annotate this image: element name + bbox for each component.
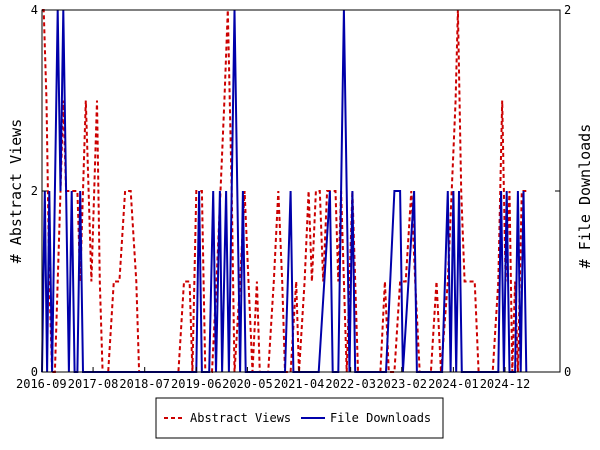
x-tick-label: 2019-06: [171, 377, 222, 391]
y-axis-title-left: # Abstract Views: [7, 119, 25, 264]
x-tick-label: 2024-12: [480, 377, 531, 391]
legend-label-abstract-views: Abstract Views: [190, 411, 291, 425]
x-tick-label: 2017-08: [68, 377, 119, 391]
x-tick-label: 2022-03: [325, 377, 376, 391]
x-tick-label: 2018-07: [119, 377, 170, 391]
plot-frame: [41, 9, 561, 373]
legend-box: [155, 397, 444, 439]
x-tick-label: 2023-02: [376, 377, 427, 391]
x-tick-label: 2020-05: [222, 377, 273, 391]
y-left-tick-label: 4: [31, 3, 38, 17]
y-axis-title-right: # File Downloads: [576, 124, 594, 269]
legend: Abstract Views File Downloads: [155, 397, 444, 439]
y-left-tick-label: 0: [31, 365, 38, 379]
x-tick-label: 2016-09: [16, 377, 67, 391]
x-tick-label: 2021-04: [274, 377, 325, 391]
y-left-tick-label: 2: [31, 184, 38, 198]
ticks: 2016-09 2017-08 2018-07 2019-06 2020-05 2021-…: [16, 3, 571, 391]
plot-lines: [41, 9, 528, 373]
legend-label-file-downloads: File Downloads: [330, 411, 431, 425]
series-line-file-downloads: [41, 9, 528, 373]
x-tick-label: 2024-01: [428, 377, 479, 391]
series-line-abstract-views: [42, 9, 527, 373]
y-right-tick-label: 2: [564, 3, 571, 17]
y-right-tick-label: 0: [564, 365, 571, 379]
